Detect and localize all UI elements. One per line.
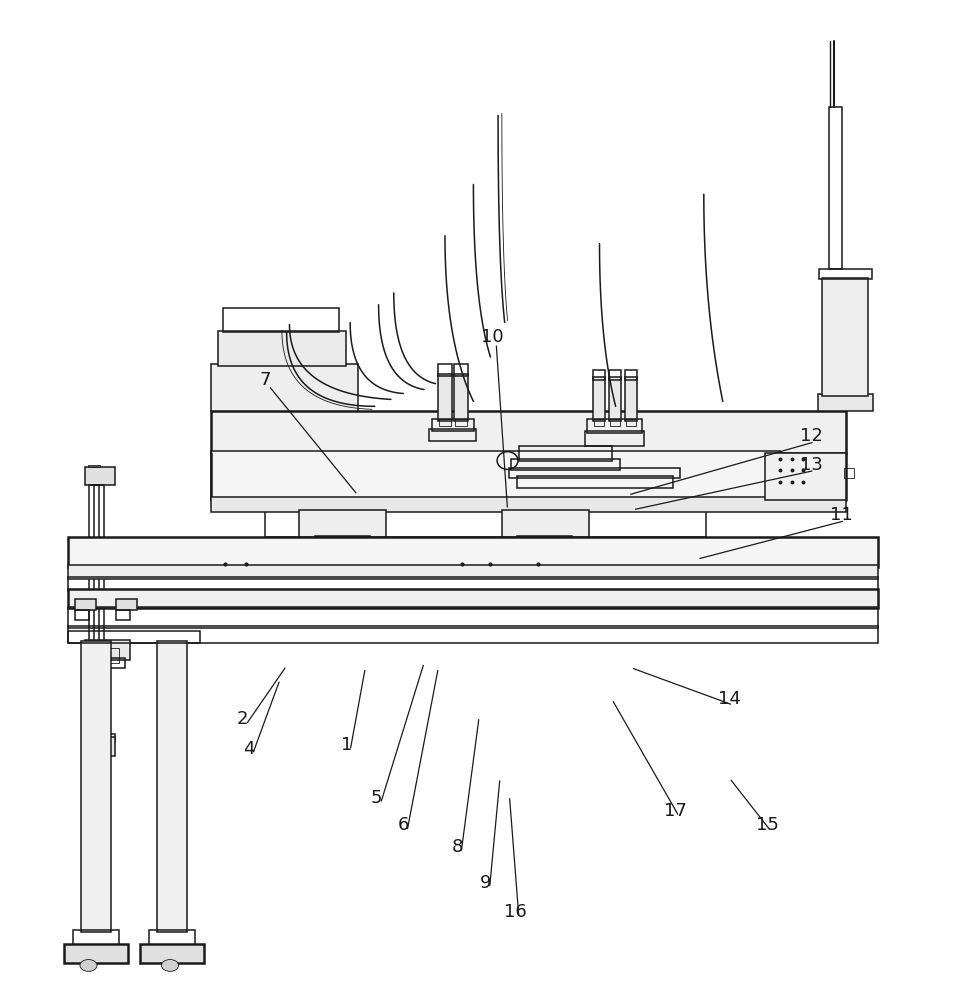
Bar xyxy=(438,364,451,376)
Text: 11: 11 xyxy=(829,506,851,524)
Bar xyxy=(625,370,637,380)
Bar xyxy=(67,577,877,591)
Bar xyxy=(85,640,130,660)
Bar xyxy=(817,393,872,411)
Bar xyxy=(67,606,877,628)
Text: 10: 10 xyxy=(480,328,504,346)
Text: 1: 1 xyxy=(340,736,352,754)
Bar xyxy=(149,930,194,946)
Bar xyxy=(511,459,620,470)
Bar xyxy=(210,364,357,411)
Text: 17: 17 xyxy=(663,802,686,820)
Bar xyxy=(75,610,89,620)
Bar xyxy=(518,446,611,461)
Bar xyxy=(843,468,852,478)
Bar xyxy=(67,626,877,643)
Bar xyxy=(218,331,346,366)
Bar xyxy=(157,641,186,932)
Bar xyxy=(439,419,450,426)
Bar xyxy=(85,467,115,485)
Bar xyxy=(509,468,679,478)
Bar xyxy=(210,497,845,512)
Bar xyxy=(454,374,467,421)
Bar xyxy=(67,589,877,608)
Bar xyxy=(516,536,572,551)
Bar xyxy=(75,599,96,610)
Ellipse shape xyxy=(80,960,97,971)
Bar xyxy=(264,498,705,537)
Bar xyxy=(92,648,119,663)
Bar xyxy=(139,944,204,963)
Text: 8: 8 xyxy=(451,838,462,856)
Bar xyxy=(210,451,778,500)
Bar xyxy=(625,377,637,421)
Bar xyxy=(431,419,474,431)
Bar xyxy=(592,370,604,380)
Bar xyxy=(608,370,621,380)
Text: 14: 14 xyxy=(717,690,740,708)
Bar xyxy=(67,537,877,567)
Bar xyxy=(315,536,370,551)
Bar xyxy=(609,419,620,426)
Bar xyxy=(586,419,642,433)
Bar xyxy=(592,377,604,421)
Bar xyxy=(828,107,841,269)
Text: 5: 5 xyxy=(371,789,382,807)
Bar xyxy=(88,658,124,668)
Bar xyxy=(818,269,871,279)
Ellipse shape xyxy=(161,960,179,971)
Bar xyxy=(765,453,845,500)
Text: 16: 16 xyxy=(504,903,526,921)
Bar xyxy=(94,485,104,737)
Text: 13: 13 xyxy=(799,456,822,474)
Bar xyxy=(116,610,130,620)
Text: 15: 15 xyxy=(755,816,778,834)
Bar xyxy=(73,930,119,946)
Bar xyxy=(608,377,621,421)
Bar xyxy=(81,641,111,932)
Bar xyxy=(67,631,200,643)
Bar xyxy=(223,308,338,332)
Bar xyxy=(210,411,845,453)
Bar xyxy=(584,431,644,446)
Bar xyxy=(63,944,128,963)
Text: 12: 12 xyxy=(799,427,822,445)
Bar xyxy=(85,734,115,742)
Text: 9: 9 xyxy=(480,874,491,892)
Bar xyxy=(67,565,877,579)
Bar xyxy=(299,510,385,537)
Bar xyxy=(502,510,588,537)
Bar xyxy=(85,737,115,756)
Bar xyxy=(593,419,604,426)
Bar xyxy=(822,278,867,396)
Bar xyxy=(516,476,673,488)
Bar xyxy=(626,419,636,426)
Text: 6: 6 xyxy=(397,816,408,834)
Bar xyxy=(89,485,99,737)
Bar xyxy=(88,465,100,467)
Text: 2: 2 xyxy=(236,710,248,728)
Bar xyxy=(438,374,451,421)
Text: 7: 7 xyxy=(259,371,270,389)
Bar xyxy=(454,364,467,376)
Text: 4: 4 xyxy=(243,740,255,758)
Bar xyxy=(116,599,136,610)
Bar xyxy=(429,429,476,441)
Bar xyxy=(455,419,466,426)
